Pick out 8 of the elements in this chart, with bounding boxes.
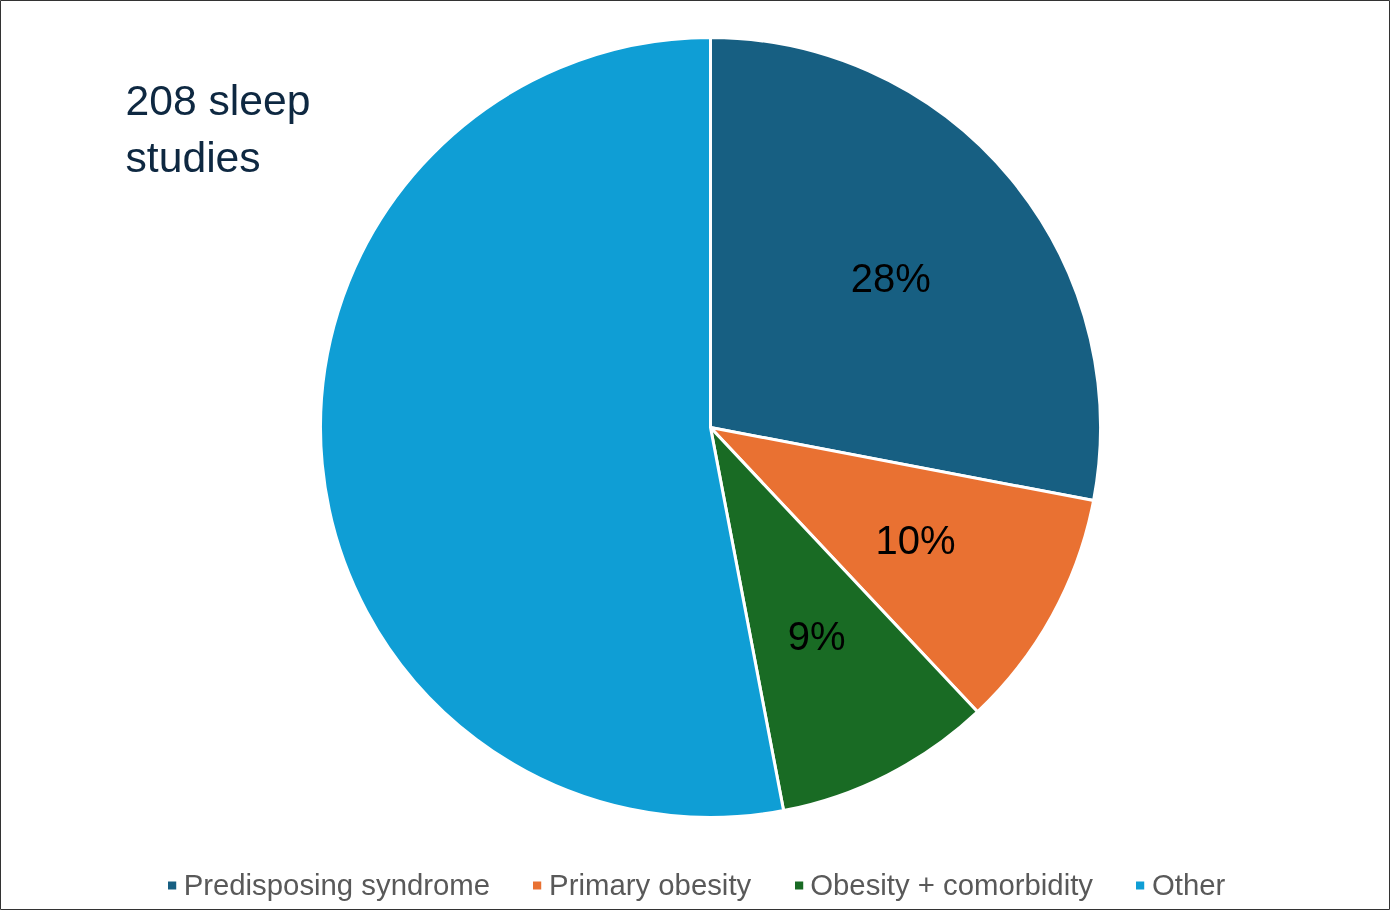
data-label: 28% <box>850 256 931 301</box>
legend-label: Obesity + comorbidity <box>810 868 1094 902</box>
legend-label: Predisposing syndrome <box>183 868 491 902</box>
legend-label: Other <box>1152 868 1226 902</box>
data-label: 9% <box>787 614 846 658</box>
text: 208 sleep studies <box>125 75 311 182</box>
legend-label: Primary obesity <box>549 868 752 902</box>
data-label: 10% <box>875 518 956 563</box>
